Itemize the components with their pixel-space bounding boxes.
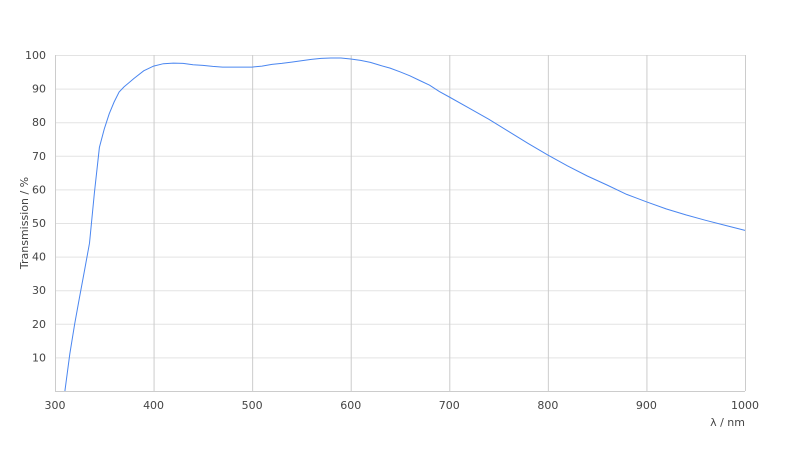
y-tick-label: 50 [32, 217, 46, 230]
y-tick-label: 80 [32, 116, 46, 129]
x-tick-label: 300 [45, 399, 66, 412]
tick-labels: 10 20 30 40 50 60 70 80 90 100 300 400 500 600 700 800 9… [25, 49, 759, 412]
transmission-series-line [64, 57, 746, 392]
x-tick-label: 700 [439, 399, 460, 412]
y-tick-label: 40 [32, 251, 46, 264]
x-tick-label: 1000 [731, 399, 759, 412]
y-tick-label: 100 [25, 49, 46, 62]
grid [55, 55, 746, 392]
y-tick-label: 90 [32, 83, 46, 96]
x-tick-label: 500 [242, 399, 263, 412]
x-tick-label: 600 [340, 399, 361, 412]
x-tick-label: 400 [143, 399, 164, 412]
plot-area [64, 57, 746, 392]
x-axis-title: λ / nm [710, 416, 745, 429]
x-tick-label: 900 [636, 399, 657, 412]
y-tick-label: 20 [32, 318, 46, 331]
y-axis-title: Transmission / % [18, 177, 31, 270]
y-tick-label: 30 [32, 284, 46, 297]
y-tick-label: 10 [32, 351, 46, 364]
y-tick-label: 60 [32, 183, 46, 196]
x-tick-label: 800 [537, 399, 558, 412]
y-tick-label: 70 [32, 150, 46, 163]
